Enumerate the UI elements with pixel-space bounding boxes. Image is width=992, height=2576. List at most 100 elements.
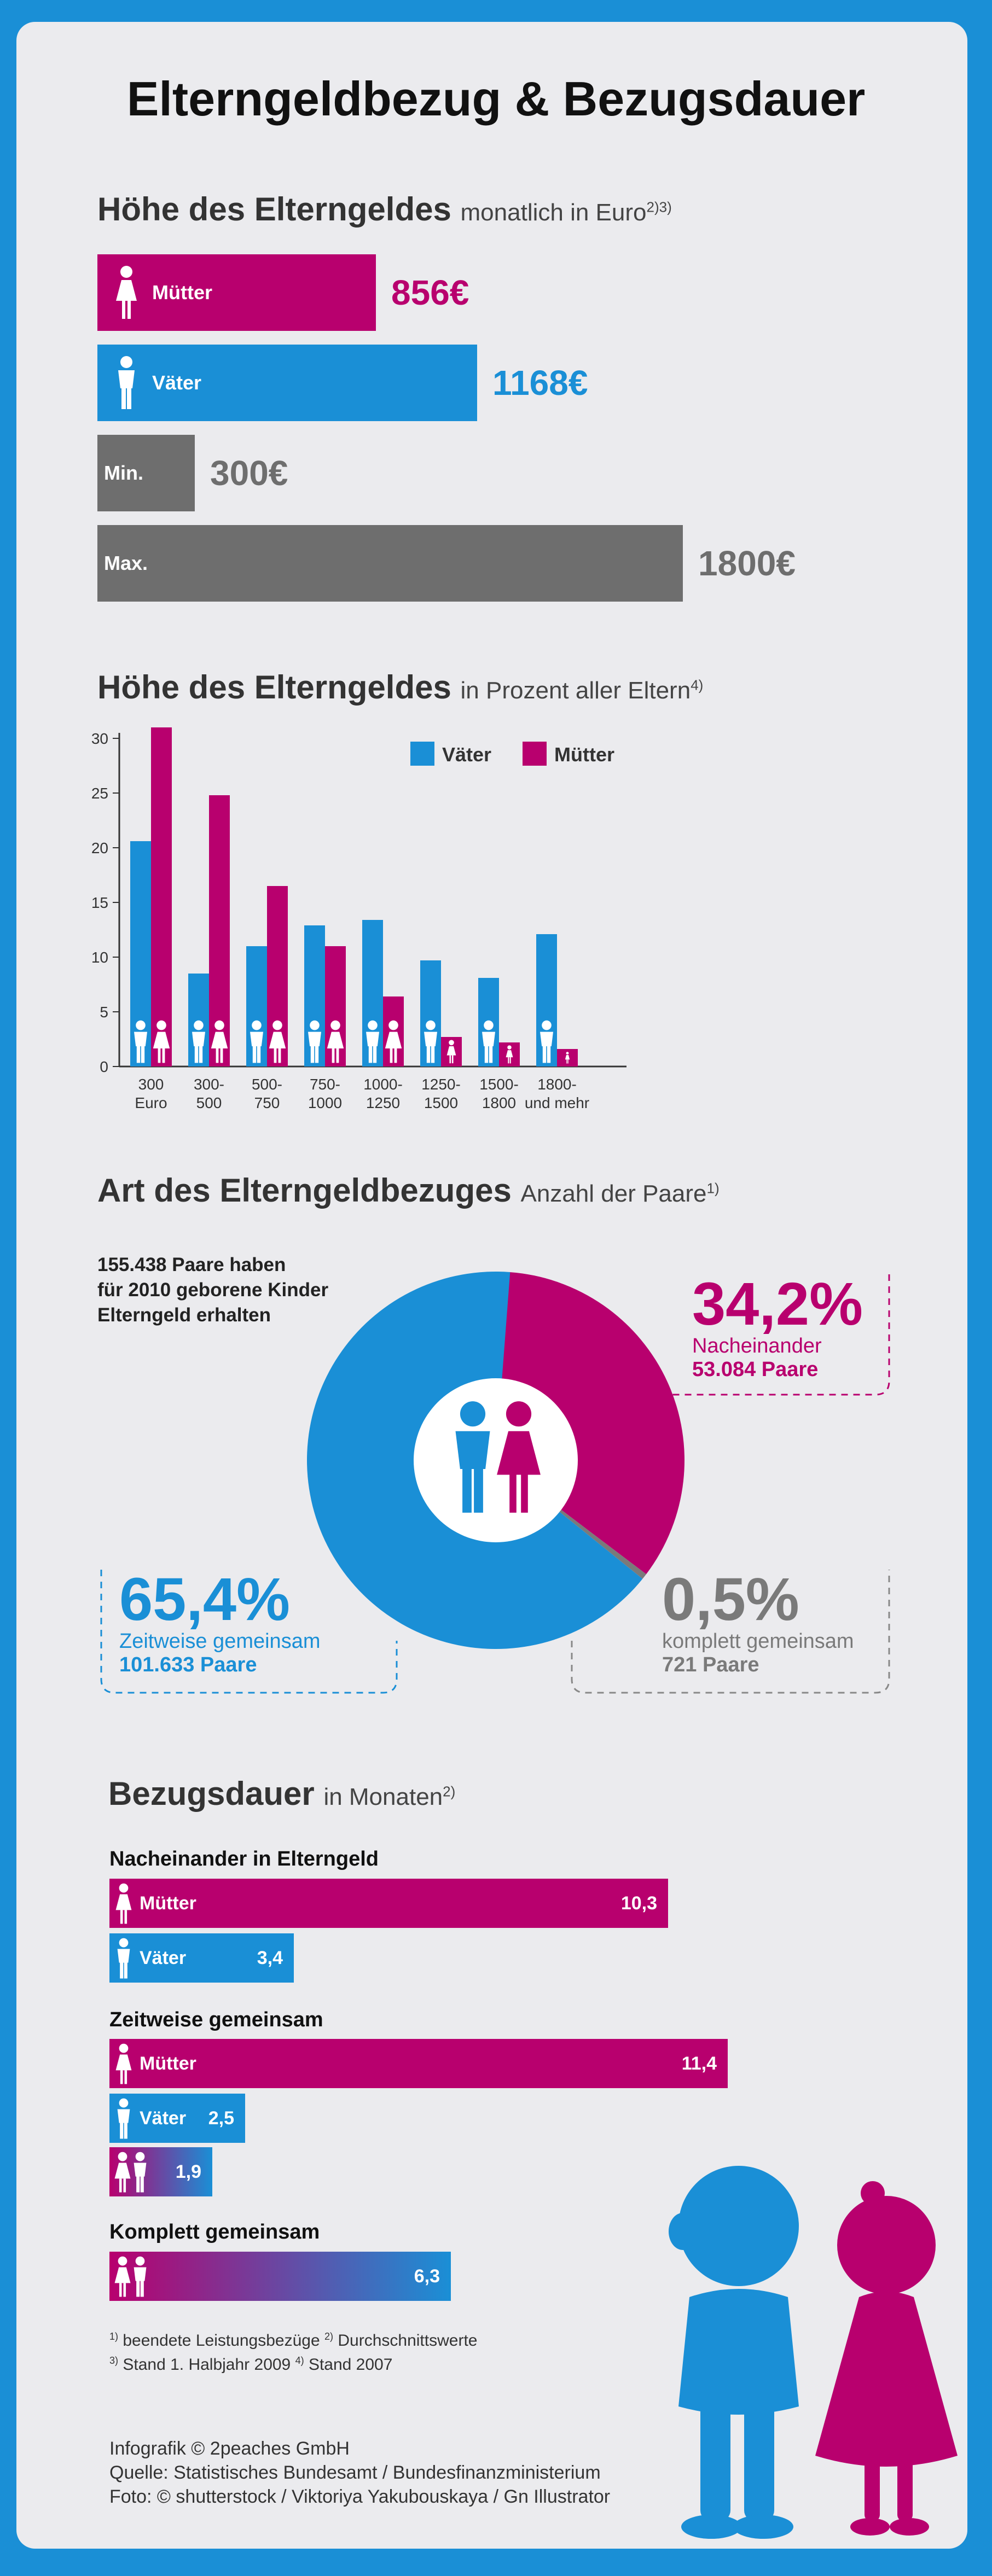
duration-bar-label: Väter — [140, 1948, 187, 1968]
icon-head — [136, 1020, 146, 1030]
icon-leg — [199, 1045, 203, 1063]
x-tick-label: 1250 — [366, 1094, 400, 1111]
man-icon — [455, 1401, 490, 1513]
pie-intro: 155.438 Paare haben für 2010 geborene Ki… — [97, 1252, 328, 1328]
duration-bar-value: 3,4 — [257, 1948, 283, 1968]
man-icon — [134, 2256, 147, 2297]
x-tick-label: 1500- — [479, 1076, 519, 1093]
icon-dress — [153, 1031, 170, 1048]
pie-label-nacheinander: Nacheinander — [692, 1334, 822, 1357]
bar-person-icon — [366, 1020, 379, 1063]
couple-icon — [114, 2256, 147, 2297]
x-tick-label: 1500 — [424, 1094, 458, 1111]
y-tick-label: 15 — [91, 894, 108, 911]
section2-subtitle-sup: 4) — [691, 677, 704, 693]
footnote-sup: 3) — [109, 2355, 119, 2366]
icon-body — [308, 1031, 321, 1046]
person-icon — [117, 1938, 130, 1979]
icon-leg — [278, 1048, 281, 1063]
icon-head — [119, 1883, 129, 1893]
section2-title-text: Höhe des Elterngeldes — [97, 669, 451, 706]
bar-muetter — [383, 996, 404, 1066]
icon-leg — [509, 1057, 511, 1064]
pie-label-zeitweise: Zeitweise gemeinsam — [119, 1630, 321, 1653]
icon-body — [540, 1031, 553, 1046]
children-silhouette-image — [669, 2166, 958, 2539]
icon-leg — [451, 1055, 454, 1064]
icon-head — [252, 1020, 262, 1030]
icon-leg — [220, 1048, 223, 1063]
callout-frame-komplett — [571, 1570, 890, 1694]
duration-bar-value: 6,3 — [414, 2266, 440, 2287]
duration-bar-label: Väter — [140, 2108, 187, 2129]
x-tick-label: und mehr — [525, 1094, 589, 1111]
legend-swatch — [523, 742, 547, 766]
x-tick-label: 1800- — [537, 1076, 577, 1093]
duration-bar: Mütter 11,4 — [109, 2039, 728, 2088]
icon-leg — [140, 2280, 144, 2297]
icon-leg — [162, 1048, 165, 1063]
icon-body — [424, 1031, 437, 1046]
icon-dress — [116, 280, 137, 301]
section2-subtitle: in Prozent aller Eltern4) — [461, 677, 704, 704]
icon-head — [460, 1401, 486, 1427]
footnote-text: Durchschnittswerte — [338, 2332, 478, 2350]
legend-label: Mütter — [554, 743, 614, 766]
y-tick-label: 5 — [100, 1004, 108, 1021]
section4-title: Bezugsdauer in Monaten2) — [108, 1775, 455, 1812]
icon-leg — [547, 1045, 551, 1063]
girl-silhouette-icon — [815, 2181, 958, 2536]
icon-leg — [120, 1910, 123, 1924]
bar-person-icon — [250, 1020, 263, 1063]
duration-group-label: Nacheinander in Elterngeld — [109, 1848, 379, 1870]
icon-dress — [565, 1054, 570, 1060]
icon-head — [135, 2152, 145, 2161]
boy-silhouette-icon — [669, 2166, 799, 2539]
icon-leg — [136, 1045, 141, 1063]
amount-bar-value: 300€ — [210, 453, 288, 493]
couple-icon — [114, 2152, 147, 2193]
section1-title-text: Höhe des Elterngeldes — [97, 191, 451, 228]
icon-leg — [119, 2178, 122, 2193]
man-icon — [134, 2152, 147, 2193]
amount-bar-value: 1800€ — [698, 544, 796, 583]
x-tick-label: 750 — [254, 1094, 280, 1111]
callout-nacheinander: 34,2% Nacheinander 53.084 Paare — [692, 1274, 863, 1382]
icon-leg — [508, 1057, 509, 1064]
amount-bar-label: Min. — [104, 462, 143, 484]
credit-line: Quelle: Statistisches Bundesamt / Bundes… — [109, 2462, 601, 2483]
footnote-sup: 2) — [324, 2331, 334, 2342]
bar-person-icon — [192, 1020, 205, 1063]
icon-leg — [216, 1048, 219, 1063]
section2-subtitle-text: in Prozent aller Eltern — [460, 677, 691, 704]
icon-dress — [115, 2054, 132, 2071]
bar-vaeter — [536, 934, 557, 1066]
icon-leg — [124, 1910, 127, 1924]
y-tick-label: 0 — [100, 1058, 108, 1075]
icon-leg — [426, 1045, 431, 1063]
woman-icon — [114, 2152, 131, 2193]
icon-head — [330, 1020, 340, 1030]
woman-icon — [116, 266, 137, 319]
icon-head — [542, 1020, 552, 1030]
bar-person-icon — [385, 1020, 402, 1063]
person-icon — [117, 2098, 130, 2139]
icon-head — [507, 1045, 512, 1050]
bar-person-icon — [565, 1052, 570, 1064]
man-icon — [117, 2098, 130, 2139]
bar-vaeter — [188, 974, 209, 1066]
icon-leg — [521, 1475, 528, 1513]
icon-leg — [124, 1962, 127, 1979]
pie-count-zeitweise: 101.633 Paare — [119, 1653, 257, 1676]
bar-person-icon — [446, 1040, 456, 1064]
section4-subtitle-sup: 2) — [443, 1783, 456, 1800]
icon-leg — [449, 1055, 451, 1064]
icon-leg — [462, 1466, 472, 1513]
icon-leg — [431, 1045, 435, 1063]
x-tick-label: 1250- — [421, 1076, 461, 1093]
duration-bar: 1,9 — [109, 2147, 212, 2196]
footnote-sup: 4) — [295, 2355, 304, 2366]
pie-percent-nacheinander: 34,2% — [692, 1270, 863, 1338]
icon-head — [119, 1938, 129, 1948]
x-tick-label: Euro — [135, 1094, 167, 1111]
